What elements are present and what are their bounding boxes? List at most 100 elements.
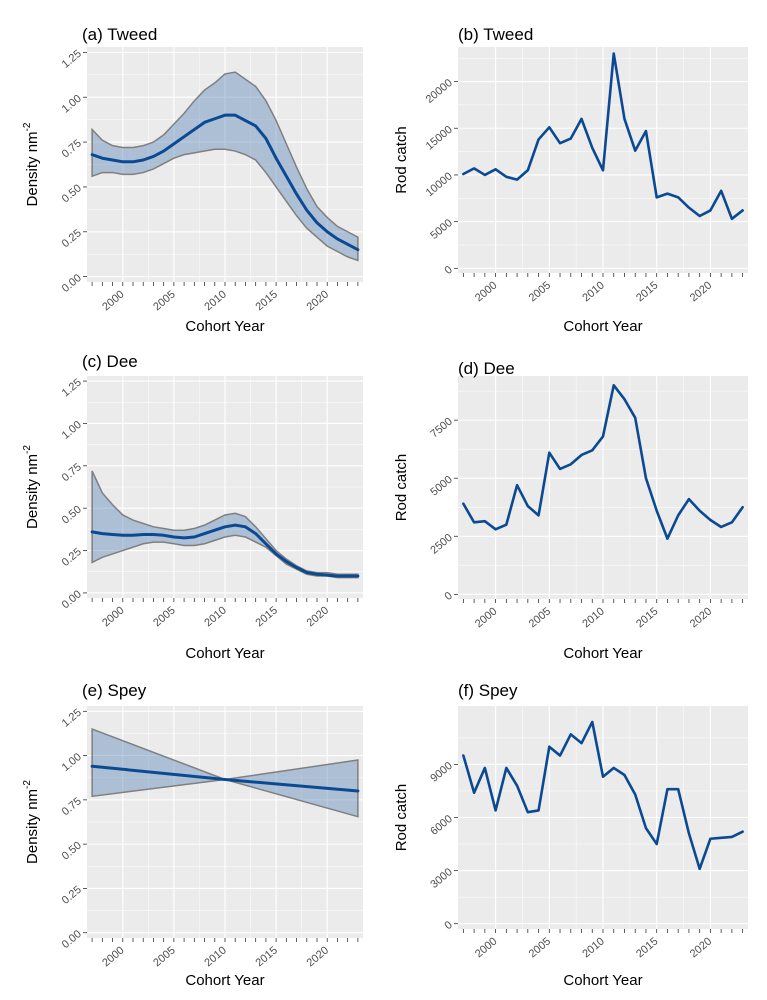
x-axis: 2000 2005 2010 2015 2020 bbox=[462, 929, 744, 960]
y-axis-title: Density nm-2 bbox=[22, 780, 41, 864]
x-axis: 2000 2005 2010 2015 2020 bbox=[462, 273, 744, 304]
y-axis-title: Density nm-2 bbox=[22, 445, 41, 529]
x-axis: 2000 2005 2010 2015 2020 bbox=[91, 598, 359, 629]
y-tick-label: 1.00 bbox=[60, 419, 84, 442]
x-tick-label: 2005 bbox=[151, 604, 177, 629]
y-tick-label: 1.00 bbox=[60, 93, 84, 116]
y-axis-title-text: Rod catch bbox=[393, 126, 410, 194]
y-tick-label: 10000 bbox=[424, 170, 455, 199]
panel-f: 2000 2005 2010 2015 2020 0 3000 6000 9000 (f) Spe… bbox=[393, 681, 748, 989]
y-axis-title-text: Density nm bbox=[24, 131, 41, 206]
x-tick-label: 2005 bbox=[527, 605, 553, 630]
y-tick-label: 5000 bbox=[428, 474, 454, 499]
y-axis: 0 3000 6000 9000 bbox=[428, 760, 458, 932]
y-axis-title: Rod catch bbox=[393, 454, 410, 522]
panel-c: 2000 2005 2010 2015 2020 0.00 0.25 0.50 0.75 1.00… bbox=[22, 352, 363, 662]
x-tick-label: 2020 bbox=[688, 935, 714, 960]
panel-title: (a) Tweed bbox=[82, 25, 157, 44]
y-axis-title-text: Density nm bbox=[24, 789, 41, 864]
y-axis: 0 2500 5000 7500 bbox=[428, 416, 458, 603]
y-axis: 0.00 0.25 0.50 0.75 1.00 1.25 bbox=[60, 707, 87, 951]
y-tick-label: 0.75 bbox=[60, 461, 84, 484]
y-axis-title-superscript: -2 bbox=[22, 780, 33, 789]
grid bbox=[87, 706, 363, 938]
grid bbox=[87, 376, 363, 598]
x-tick-label: 2000 bbox=[473, 935, 499, 960]
y-tick-label: 6000 bbox=[428, 813, 454, 838]
x-tick-label: 2010 bbox=[202, 604, 228, 629]
y-tick-label: 0.50 bbox=[60, 182, 84, 205]
x-tick-label: 2015 bbox=[253, 944, 279, 969]
x-axis-title: Cohort Year bbox=[563, 972, 642, 989]
x-tick-label: 2005 bbox=[527, 935, 553, 960]
grid bbox=[87, 47, 363, 282]
x-tick-label: 2020 bbox=[688, 605, 714, 630]
y-tick-label: 0.25 bbox=[60, 546, 84, 569]
x-tick-label: 2000 bbox=[100, 944, 126, 969]
x-tick-label: 2000 bbox=[100, 288, 126, 313]
x-tick-label: 2005 bbox=[527, 279, 553, 304]
y-tick-label: 20000 bbox=[424, 77, 455, 106]
y-tick-label: 9000 bbox=[428, 760, 454, 785]
x-axis-title: Cohort Year bbox=[185, 645, 264, 662]
x-tick-label: 2020 bbox=[305, 288, 331, 313]
y-tick-label: 15000 bbox=[424, 124, 455, 153]
y-axis-title-text: Density nm bbox=[24, 454, 41, 529]
y-axis-title: Density nm-2 bbox=[22, 122, 41, 206]
panel-a: 2000 2005 2010 2015 2020 0.00 0.25 0.50 0.75 1.00… bbox=[22, 25, 363, 335]
x-tick-label: 2015 bbox=[634, 279, 660, 304]
confidence-band bbox=[91, 470, 359, 579]
x-axis-title: Cohort Year bbox=[563, 318, 642, 335]
x-axis-title: Cohort Year bbox=[185, 318, 264, 335]
y-tick-label: 1.25 bbox=[60, 48, 84, 71]
panel-title: (f) Spey bbox=[458, 681, 518, 700]
grid bbox=[458, 706, 748, 929]
y-axis: 0.00 0.25 0.50 0.75 1.00 1.25 bbox=[60, 376, 87, 611]
x-tick-label: 2015 bbox=[253, 604, 279, 629]
confidence-band bbox=[91, 71, 359, 262]
panel-d: 2000 2005 2010 2015 2020 0 2500 5000 7500 (d) Dee… bbox=[393, 359, 748, 662]
x-tick-label: 2000 bbox=[473, 605, 499, 630]
panel-title: (b) Tweed bbox=[458, 25, 533, 44]
y-axis: 0 5000 10000 15000 20000 bbox=[424, 77, 458, 277]
x-axis-title: Cohort Year bbox=[185, 972, 264, 989]
x-tick-label: 2010 bbox=[580, 279, 606, 304]
y-axis-title-text: Rod catch bbox=[393, 784, 410, 852]
density-estimate-line bbox=[90, 523, 360, 578]
y-axis-title: Rod catch bbox=[393, 784, 410, 852]
y-tick-label: 2500 bbox=[428, 532, 454, 557]
y-tick-label: 1.25 bbox=[60, 707, 84, 730]
y-tick-label: 0.75 bbox=[60, 795, 84, 818]
x-tick-label: 2005 bbox=[151, 288, 177, 313]
x-tick-label: 2020 bbox=[688, 279, 714, 304]
rod-catch-line bbox=[462, 720, 744, 871]
y-axis-title-superscript: -2 bbox=[22, 445, 33, 454]
panel-e: 2000 2005 2010 2015 2020 0.00 0.25 0.50 0.75 1.00… bbox=[22, 681, 363, 989]
y-tick-label: 0.75 bbox=[60, 137, 84, 160]
y-tick-label: 5000 bbox=[428, 217, 454, 242]
y-tick-label: 0 bbox=[442, 590, 454, 603]
x-tick-label: 2020 bbox=[305, 944, 331, 969]
y-axis-title-text: Rod catch bbox=[393, 454, 410, 522]
y-tick-label: 1.25 bbox=[60, 376, 84, 399]
density-estimate-line bbox=[90, 764, 360, 793]
x-tick-label: 2010 bbox=[580, 935, 606, 960]
y-tick-label: 0.50 bbox=[60, 504, 84, 527]
y-tick-label: 0.25 bbox=[60, 884, 84, 907]
y-tick-label: 1.00 bbox=[60, 751, 84, 774]
y-tick-label: 0 bbox=[442, 264, 454, 277]
y-tick-label: 0.00 bbox=[60, 928, 84, 951]
y-tick-label: 0.50 bbox=[60, 840, 84, 863]
y-axis: 0.00 0.25 0.50 0.75 1.00 1.25 bbox=[60, 48, 87, 295]
x-tick-label: 2015 bbox=[634, 605, 660, 630]
panel-title: (e) Spey bbox=[82, 681, 147, 700]
x-tick-label: 2010 bbox=[580, 605, 606, 630]
x-tick-label: 2010 bbox=[202, 944, 228, 969]
panel-title: (c) Dee bbox=[82, 352, 138, 371]
grid bbox=[458, 376, 748, 599]
x-axis: 2000 2005 2010 2015 2020 bbox=[91, 282, 359, 313]
y-tick-label: 7500 bbox=[428, 416, 454, 441]
y-tick-label: 0.00 bbox=[60, 272, 84, 295]
x-axis: 2000 2005 2010 2015 2020 bbox=[462, 599, 744, 630]
